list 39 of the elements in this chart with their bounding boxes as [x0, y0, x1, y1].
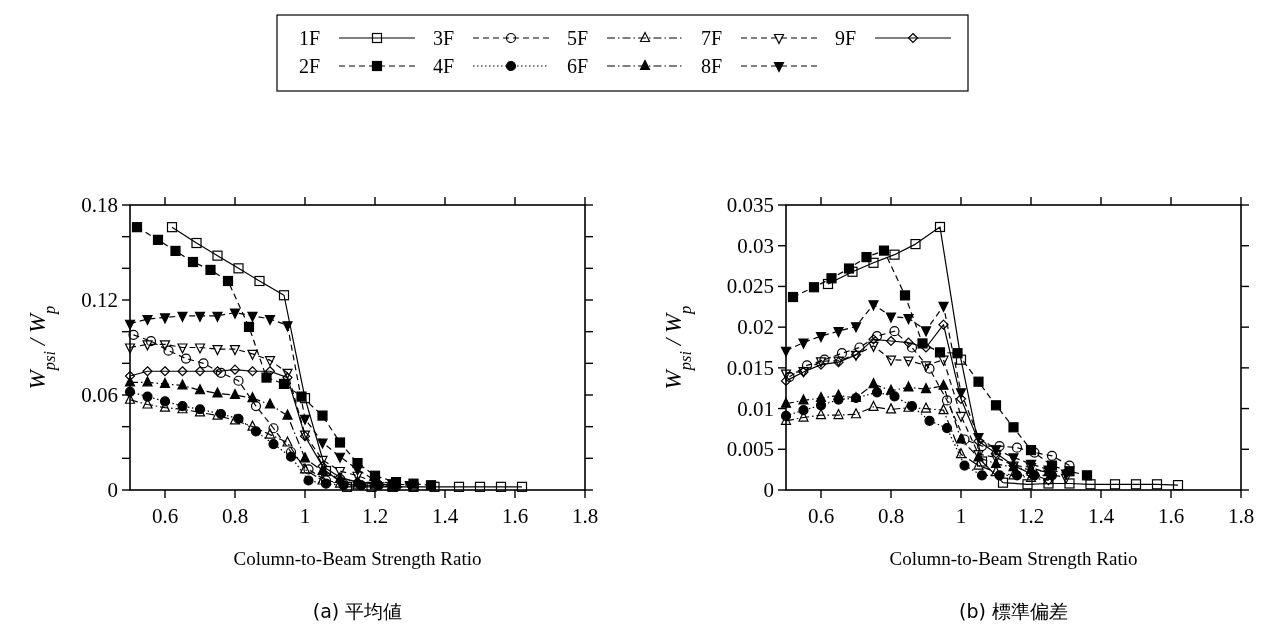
y-tick-label: 0.06: [81, 383, 118, 407]
x-tick-label: 1.6: [1157, 504, 1185, 528]
legend-label: 4F: [433, 55, 455, 77]
legend-label: 6F: [567, 55, 589, 77]
legend-label: 5F: [567, 27, 589, 49]
x-tick-label: 1.8: [1227, 504, 1255, 528]
x-tick-label: 1.4: [431, 504, 459, 528]
x-tick-label: 1: [955, 504, 967, 528]
x-tick-label: 1.6: [501, 504, 529, 528]
y-tick-label: 0.025: [726, 274, 774, 299]
legend-label: 7F: [701, 27, 723, 49]
legend-label: 2F: [299, 55, 321, 77]
y-tick-label: 0.005: [726, 437, 774, 462]
x-axis-title: Column-to-Beam Strength Ratio: [233, 548, 482, 569]
x-tick-label: 0.8: [877, 504, 905, 528]
x-tick-label: 0.8: [221, 504, 249, 528]
x-tick-label: 1.4: [1087, 504, 1115, 528]
legend-label: 1F: [299, 27, 321, 49]
legend-label: 3F: [433, 27, 455, 49]
y-tick-label: 0.12: [81, 288, 118, 312]
y-tick-label: 0: [763, 478, 774, 502]
x-tick-label: 1.8: [571, 504, 599, 528]
x-tick-label: 0.6: [807, 504, 835, 528]
legend-label: 9F: [835, 27, 857, 49]
x-tick-label: 1: [299, 504, 311, 528]
x-tick-label: 1.2: [1017, 504, 1045, 528]
y-tick-label: 0: [107, 478, 118, 502]
y-tick-label: 0.015: [726, 355, 774, 380]
y-tick-label: 0.03: [737, 233, 774, 258]
x-tick-label: 1.2: [361, 504, 389, 528]
x-tick-label: 0.6: [151, 504, 179, 528]
x-axis-title: Column-to-Beam Strength Ratio: [889, 548, 1138, 569]
y-tick-label: 0.035: [726, 193, 774, 217]
y-tick-label: 0.02: [737, 315, 774, 340]
y-tick-label: 0.01: [737, 396, 774, 421]
y-tick-label: 0.18: [81, 193, 118, 217]
text: (a) 平均値: [312, 600, 403, 622]
text: (b) 標準偏差: [959, 600, 1068, 622]
legend-label: 8F: [701, 55, 723, 77]
